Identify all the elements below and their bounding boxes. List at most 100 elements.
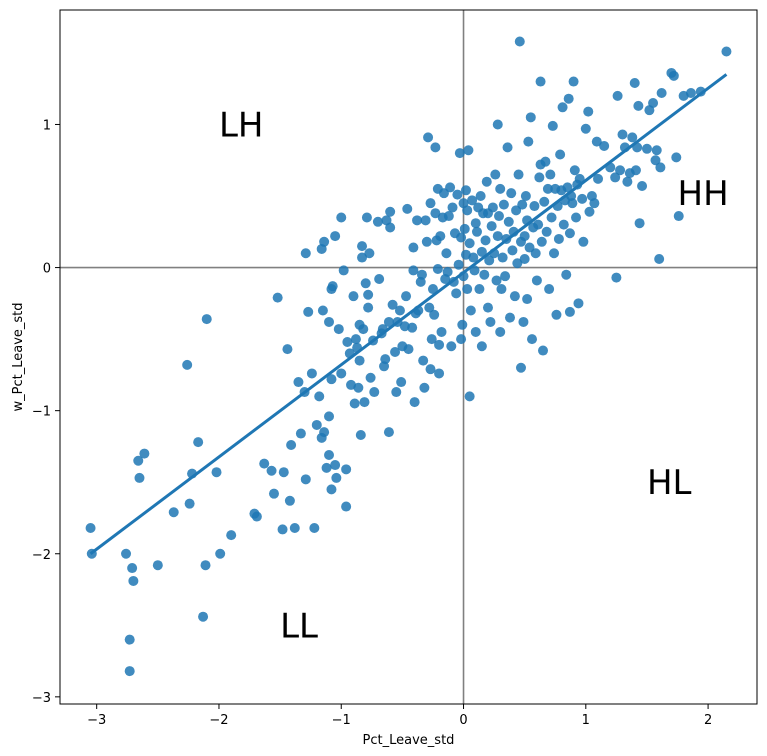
data-point — [341, 464, 352, 475]
y-tick-label: −3 — [32, 691, 51, 706]
data-point — [121, 548, 132, 559]
data-point — [193, 437, 204, 448]
data-point — [580, 123, 591, 134]
quadrant-label-lh: LH — [219, 105, 264, 145]
data-point — [324, 316, 335, 327]
data-points — [85, 36, 732, 677]
data-point — [182, 359, 193, 370]
data-point — [259, 458, 270, 469]
data-point — [468, 252, 479, 263]
data-point — [289, 522, 300, 533]
data-point — [671, 152, 682, 163]
data-point — [558, 219, 569, 230]
data-point — [436, 326, 447, 337]
data-point — [551, 309, 562, 320]
data-point — [668, 70, 679, 81]
data-point — [630, 165, 641, 176]
data-point — [391, 387, 402, 398]
data-point — [341, 501, 352, 512]
data-point — [201, 314, 212, 325]
data-point — [445, 182, 456, 193]
data-point — [546, 212, 557, 223]
data-point — [520, 191, 531, 202]
data-point — [465, 305, 476, 316]
data-point — [583, 106, 594, 117]
data-point — [641, 143, 652, 154]
data-point — [278, 467, 289, 478]
data-point — [300, 474, 311, 485]
data-point — [383, 316, 394, 327]
data-point — [266, 465, 277, 476]
y-tick-label: −2 — [32, 548, 51, 563]
data-point — [553, 233, 564, 244]
data-point — [651, 145, 662, 156]
data-point — [168, 507, 179, 518]
data-point — [434, 339, 445, 350]
data-point — [655, 162, 666, 173]
data-point — [481, 176, 492, 187]
data-point — [462, 205, 473, 216]
data-point — [314, 391, 325, 402]
data-point — [484, 255, 495, 266]
reference-lines — [60, 10, 757, 704]
data-point — [482, 302, 493, 313]
data-point — [407, 322, 418, 333]
data-point — [353, 382, 364, 393]
data-point — [452, 189, 463, 200]
data-point — [536, 236, 547, 247]
data-point — [525, 112, 536, 123]
data-point — [522, 294, 533, 305]
data-point — [363, 302, 374, 313]
data-point — [464, 391, 475, 402]
data-point — [573, 298, 584, 309]
data-point — [491, 275, 502, 286]
data-point — [324, 450, 335, 461]
data-point — [549, 248, 560, 259]
data-point — [427, 284, 438, 295]
data-point — [365, 372, 376, 383]
data-point — [498, 199, 509, 210]
data-point — [286, 440, 297, 451]
data-point — [426, 334, 437, 345]
data-point — [500, 271, 511, 282]
data-point — [456, 232, 467, 243]
data-point — [610, 172, 621, 183]
data-point — [284, 495, 295, 506]
data-point — [324, 411, 335, 422]
data-point — [317, 305, 328, 316]
data-point — [451, 288, 462, 299]
data-point — [529, 201, 540, 212]
data-point — [124, 666, 135, 677]
x-tick-label: 2 — [704, 713, 712, 728]
data-point — [656, 87, 667, 98]
data-point — [496, 284, 507, 295]
data-point — [184, 498, 195, 509]
y-tick-label: −1 — [32, 405, 51, 420]
data-point — [599, 140, 610, 151]
data-point — [348, 291, 359, 302]
data-point — [268, 488, 279, 499]
data-point — [535, 76, 546, 87]
data-point — [584, 206, 595, 217]
data-point — [475, 191, 486, 202]
data-point — [492, 119, 503, 130]
data-point — [295, 428, 306, 439]
data-point — [331, 472, 342, 483]
data-point — [530, 248, 541, 259]
data-point — [124, 634, 135, 645]
data-point — [463, 145, 474, 156]
data-point — [523, 136, 534, 147]
data-point — [401, 291, 412, 302]
data-point — [654, 253, 665, 264]
data-point — [306, 368, 317, 379]
data-point — [562, 182, 573, 193]
data-point — [300, 248, 311, 259]
data-point — [617, 129, 628, 140]
data-point — [338, 265, 349, 276]
data-point — [430, 142, 441, 153]
data-point — [152, 560, 163, 571]
data-point — [648, 98, 659, 109]
data-point — [504, 312, 515, 323]
data-point — [567, 198, 578, 209]
data-point — [629, 77, 640, 88]
